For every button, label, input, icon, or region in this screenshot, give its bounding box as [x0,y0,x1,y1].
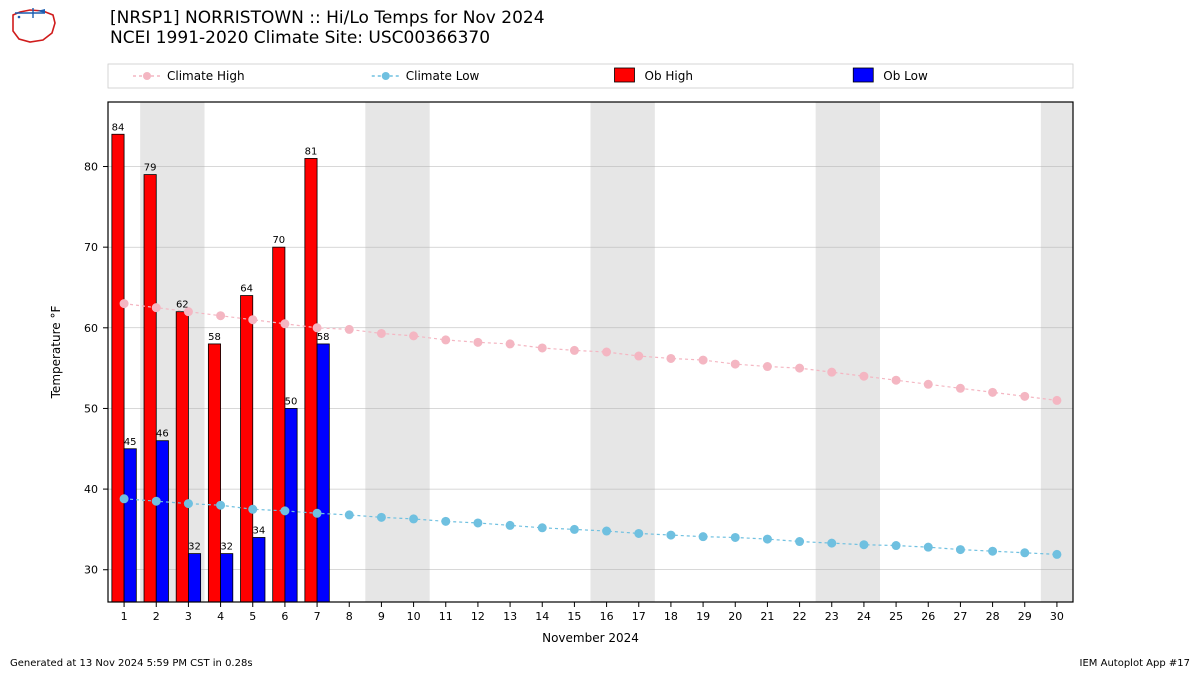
svg-text:19: 19 [696,610,710,623]
svg-text:21: 21 [760,610,774,623]
svg-text:11: 11 [439,610,453,623]
svg-text:23: 23 [825,610,839,623]
svg-text:81: 81 [305,146,318,157]
svg-text:8: 8 [346,610,353,623]
svg-text:24: 24 [857,610,871,623]
svg-text:20: 20 [728,610,742,623]
svg-text:50: 50 [84,402,98,415]
svg-text:58: 58 [208,332,221,343]
svg-text:28: 28 [986,610,1000,623]
footer-right: IEM Autoplot App #17 [1080,658,1190,669]
svg-text:46: 46 [156,429,169,440]
svg-text:13: 13 [503,610,517,623]
footer-left: Generated at 13 Nov 2024 5:59 PM CST in … [10,658,253,669]
svg-text:34: 34 [252,525,265,536]
svg-text:Ob Low: Ob Low [883,69,928,83]
svg-text:26: 26 [921,610,935,623]
svg-text:22: 22 [793,610,807,623]
svg-text:14: 14 [535,610,549,623]
svg-text:30: 30 [1050,610,1064,623]
svg-text:6: 6 [281,610,288,623]
svg-text:45: 45 [124,437,137,448]
svg-text:4: 4 [217,610,224,623]
svg-text:64: 64 [240,284,253,295]
svg-text:32: 32 [188,542,201,553]
chart-container: 3040506070801234567891011121314151617181… [0,0,1200,675]
svg-text:58: 58 [317,332,330,343]
svg-text:7: 7 [314,610,321,623]
svg-text:25: 25 [889,610,903,623]
iem-logo [5,5,60,45]
svg-text:17: 17 [632,610,646,623]
svg-text:9: 9 [378,610,385,623]
svg-text:32: 32 [220,542,233,553]
svg-text:Ob High: Ob High [645,69,693,83]
svg-text:1: 1 [121,610,128,623]
svg-text:80: 80 [84,161,98,174]
svg-text:27: 27 [953,610,967,623]
svg-text:60: 60 [84,322,98,335]
svg-text:30: 30 [84,564,98,577]
svg-text:70: 70 [272,235,285,246]
title-line2: NCEI 1991-2020 Climate Site: USC00366370 [110,28,490,48]
svg-text:84: 84 [112,122,125,133]
svg-text:18: 18 [664,610,678,623]
svg-text:Temperature °F: Temperature °F [49,306,63,400]
svg-text:79: 79 [144,163,157,174]
svg-text:Climate Low: Climate Low [406,69,480,83]
chart-svg: 3040506070801234567891011121314151617181… [0,0,1200,675]
svg-text:50: 50 [285,396,298,407]
svg-text:29: 29 [1018,610,1032,623]
svg-text:3: 3 [185,610,192,623]
title-line1: [NRSP1] NORRISTOWN :: Hi/Lo Temps for No… [110,8,545,28]
svg-text:40: 40 [84,483,98,496]
svg-text:Climate High: Climate High [167,69,245,83]
svg-text:12: 12 [471,610,485,623]
svg-text:2: 2 [153,610,160,623]
svg-text:5: 5 [249,610,256,623]
svg-text:10: 10 [407,610,421,623]
svg-text:November 2024: November 2024 [542,631,639,645]
svg-text:16: 16 [600,610,614,623]
svg-text:15: 15 [567,610,581,623]
svg-text:70: 70 [84,241,98,254]
